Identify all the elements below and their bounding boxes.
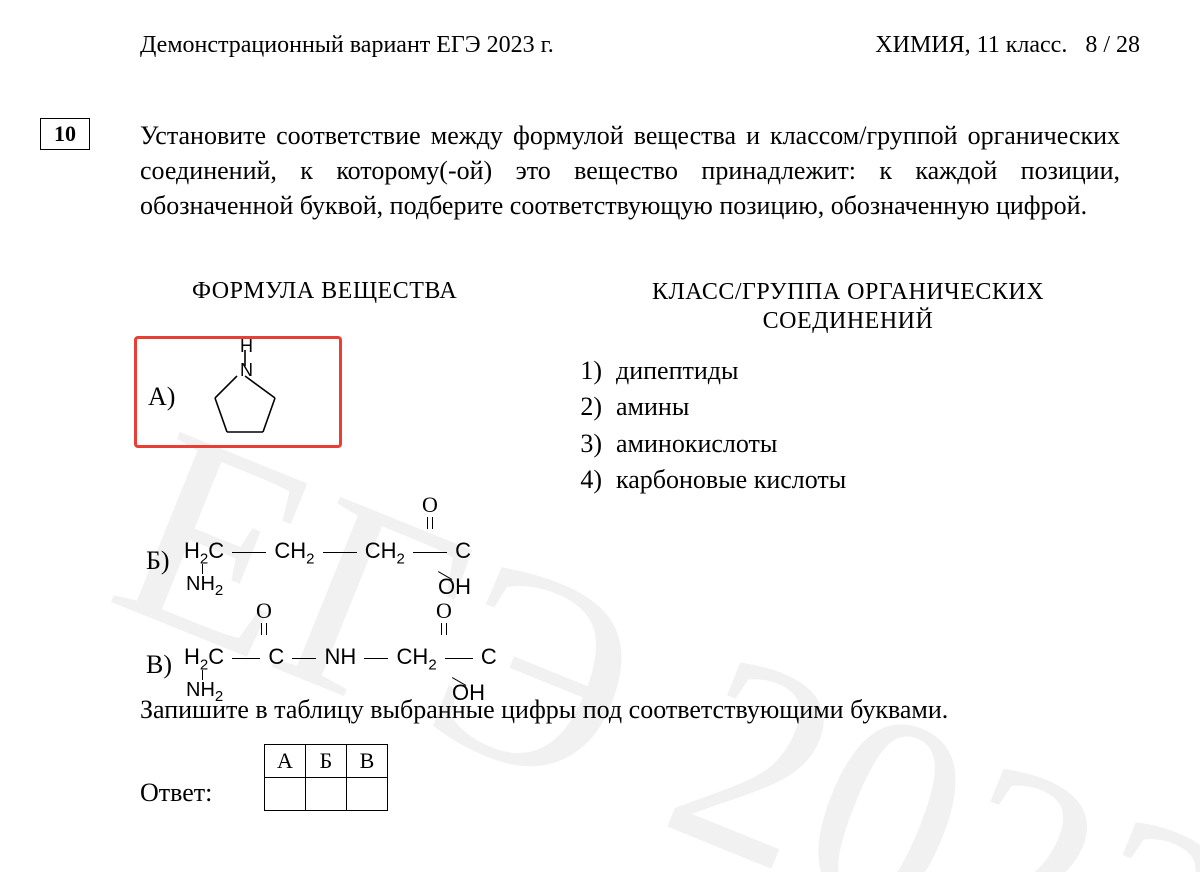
answer-table: А Б В	[264, 744, 388, 811]
question-text: Установите соответствие между формулой в…	[140, 118, 1120, 223]
formula-column-header: ФОРМУЛА ВЕЩЕСТВА	[192, 278, 457, 305]
db-oxygen-v1: O	[256, 600, 272, 635]
answer-cell-a[interactable]	[265, 778, 306, 811]
question-number-box: 10	[40, 118, 90, 150]
atom-n: N	[240, 360, 253, 380]
header-right: ХИМИЯ, 11 класс. 8 / 28	[875, 32, 1140, 59]
answer-instruction: Запишите в таблицу выбранные цифры под с…	[140, 695, 948, 725]
oh-b: OH	[438, 554, 471, 598]
class-item: 4)карбоновые кислоты	[568, 462, 846, 498]
formula-label-b: Б)	[146, 546, 170, 576]
header-left: Демонстрационный вариант ЕГЭ 2023 г.	[140, 32, 554, 59]
formula-label-v: В)	[146, 650, 172, 680]
class-column-header: КЛАСС/ГРУППА ОРГАНИЧЕСКИХ СОЕДИНЕНИЙ	[568, 278, 1128, 336]
class-item: 3)аминокислоты	[568, 426, 846, 462]
formula-a-structure: N H	[190, 342, 300, 442]
db-oxygen-b: O	[422, 494, 438, 529]
class-item: 1)дипептиды	[568, 353, 846, 389]
formula-label-a: А)	[148, 382, 175, 412]
class-item: 2)амины	[568, 389, 846, 425]
answer-cell-v[interactable]	[347, 778, 388, 811]
class-list: 1)дипептиды 2)амины 3)аминокислоты 4)кар…	[568, 353, 846, 499]
answer-col-a: А	[265, 745, 306, 778]
answer-label: Ответ:	[140, 778, 212, 808]
answer-col-b: Б	[306, 745, 347, 778]
answer-col-v: В	[347, 745, 388, 778]
header-subject: ХИМИЯ, 11 класс.	[875, 32, 1067, 58]
atom-h: H	[240, 336, 253, 356]
answer-cell-b[interactable]	[306, 778, 347, 811]
header-page: 8 / 28	[1085, 32, 1140, 58]
db-oxygen-v2: O	[436, 600, 452, 635]
